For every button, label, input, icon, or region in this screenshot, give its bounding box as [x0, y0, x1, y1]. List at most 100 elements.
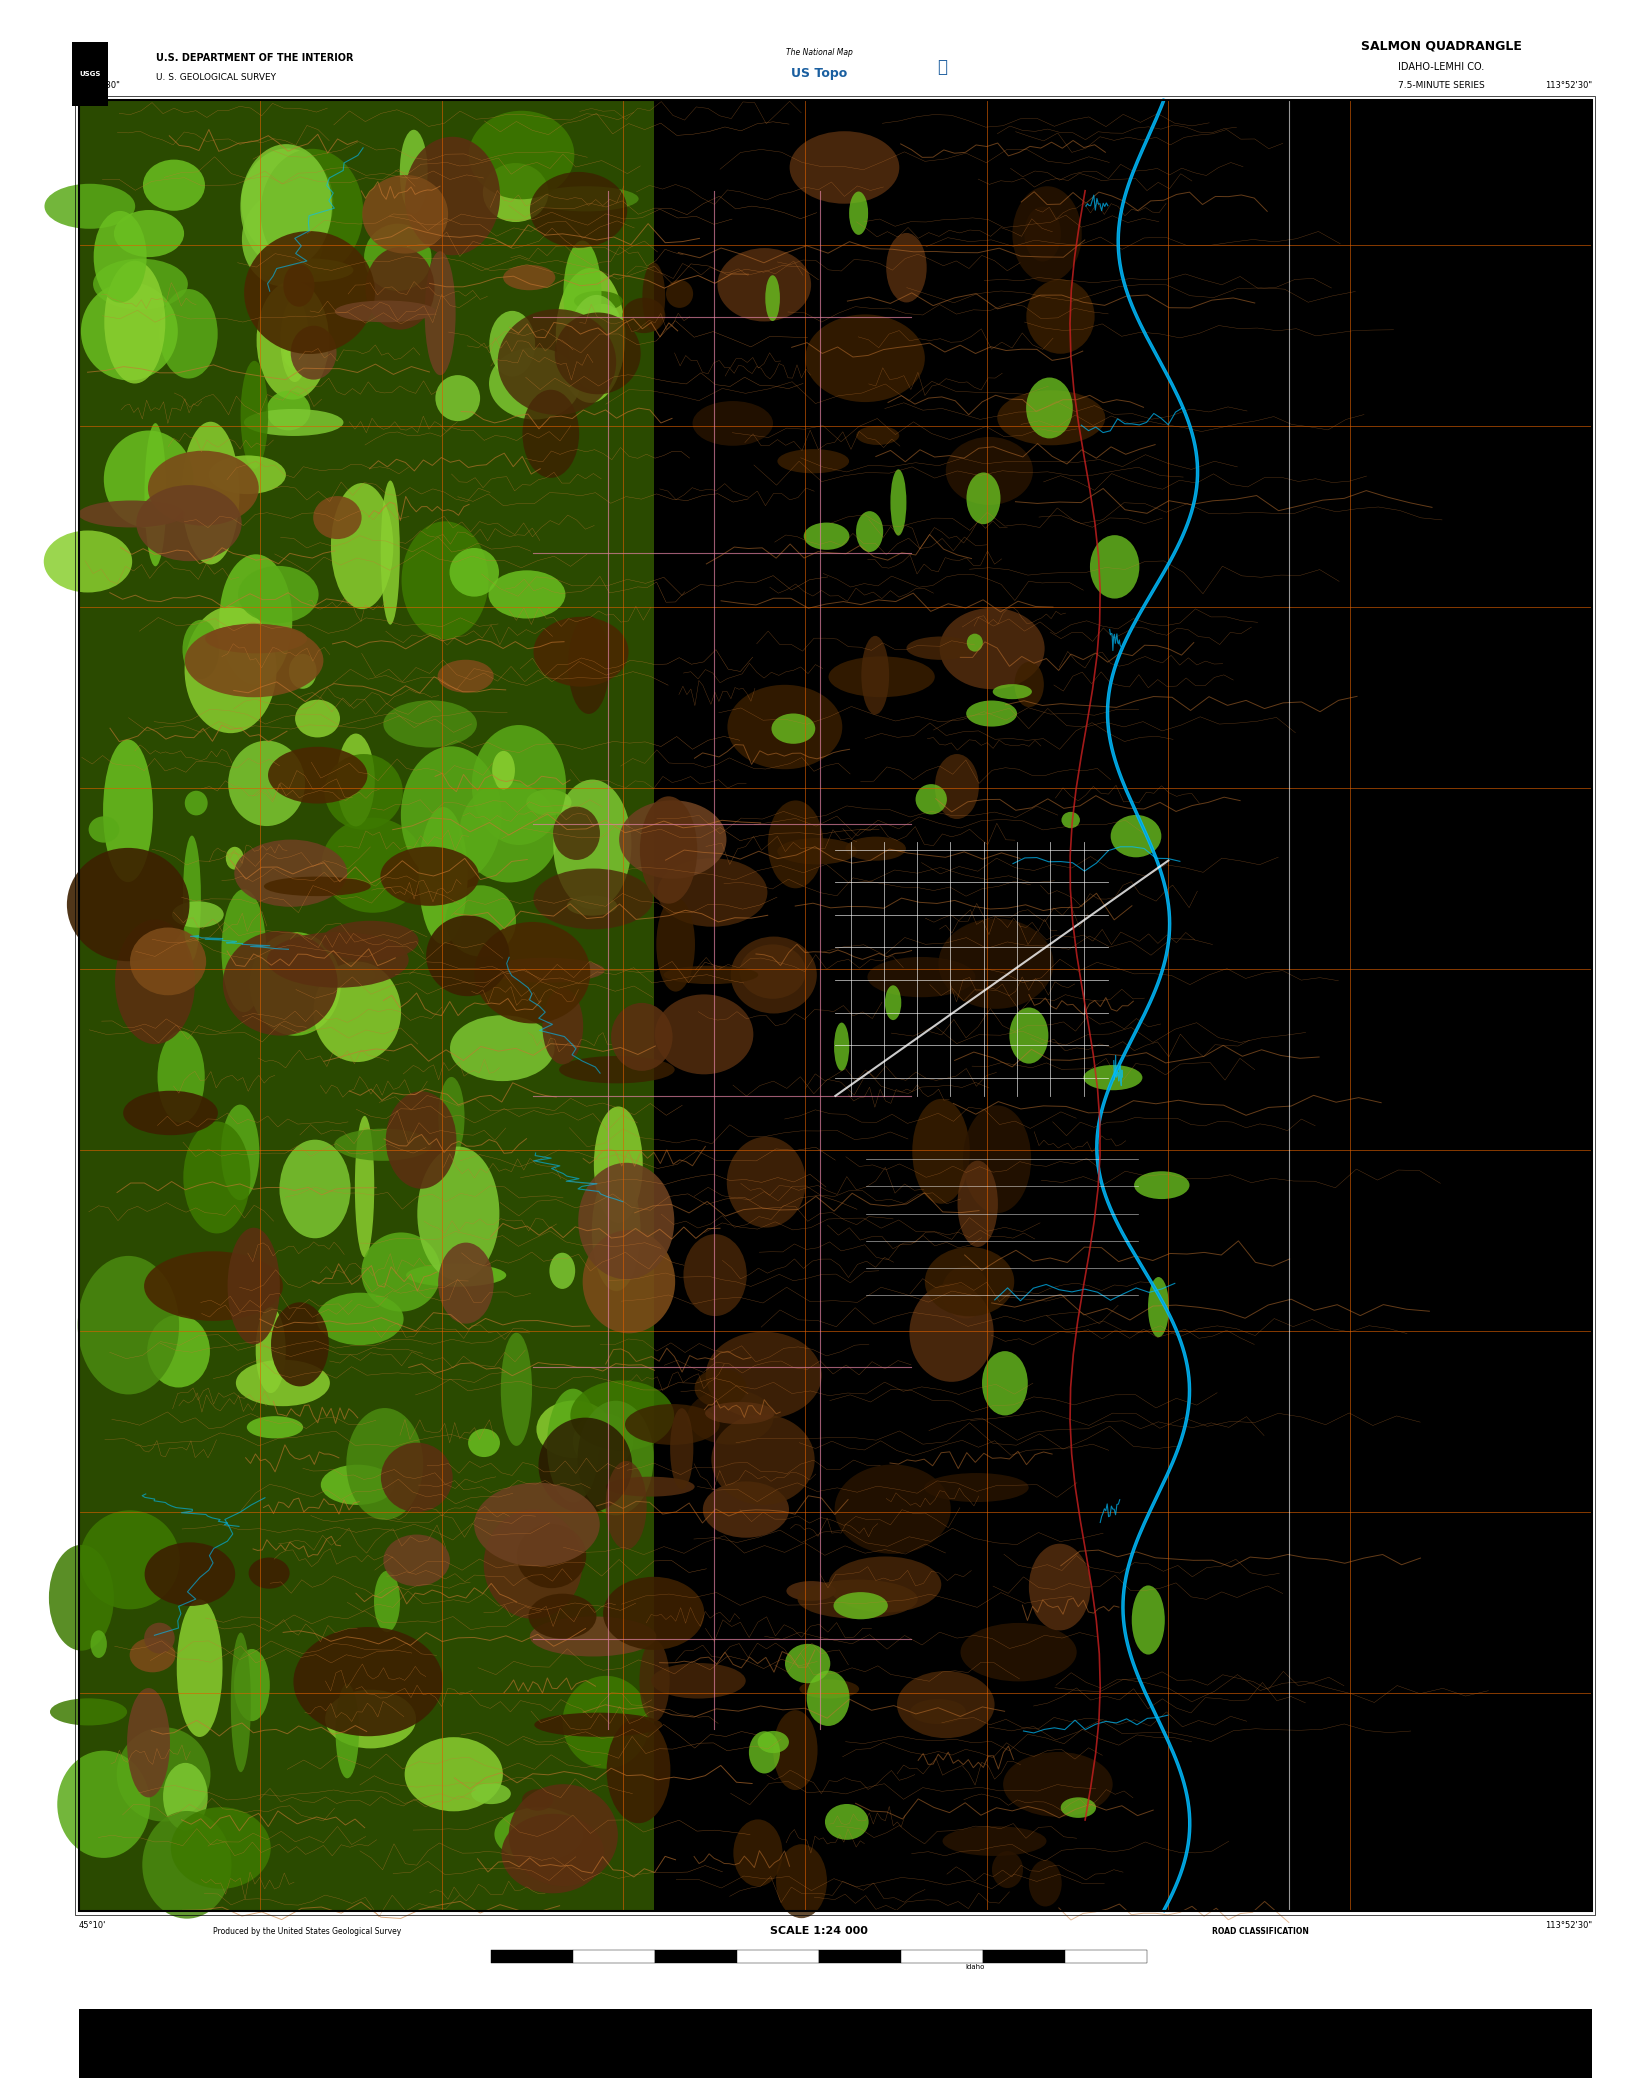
Ellipse shape — [337, 733, 375, 827]
Ellipse shape — [183, 835, 201, 960]
Ellipse shape — [221, 889, 267, 1013]
Ellipse shape — [826, 1804, 868, 1840]
Ellipse shape — [324, 1689, 416, 1748]
Text: IDAHO-LEMHI CO.: IDAHO-LEMHI CO. — [1399, 63, 1484, 71]
Text: 113°52'30": 113°52'30" — [1545, 1921, 1592, 1929]
Ellipse shape — [185, 791, 208, 816]
Ellipse shape — [401, 745, 501, 883]
Ellipse shape — [885, 986, 901, 1021]
Ellipse shape — [426, 915, 509, 996]
Ellipse shape — [536, 1401, 611, 1457]
Ellipse shape — [79, 501, 185, 528]
Ellipse shape — [51, 1698, 128, 1725]
Ellipse shape — [247, 1416, 303, 1439]
Ellipse shape — [848, 192, 868, 234]
Ellipse shape — [270, 1303, 329, 1386]
Ellipse shape — [993, 685, 1032, 699]
Bar — [655, 1950, 737, 1963]
Ellipse shape — [606, 1462, 647, 1549]
Text: 🛡: 🛡 — [937, 58, 947, 75]
Ellipse shape — [236, 1359, 329, 1405]
Ellipse shape — [280, 299, 310, 382]
Ellipse shape — [940, 608, 1045, 689]
Ellipse shape — [765, 276, 780, 322]
Ellipse shape — [693, 401, 773, 445]
Ellipse shape — [244, 232, 375, 355]
Bar — [819, 1950, 901, 1963]
Ellipse shape — [290, 326, 336, 380]
Ellipse shape — [143, 1810, 231, 1919]
Ellipse shape — [845, 837, 906, 860]
Ellipse shape — [362, 1232, 441, 1311]
Text: US Topo: US Topo — [791, 67, 847, 79]
Ellipse shape — [449, 547, 500, 597]
Ellipse shape — [115, 211, 183, 257]
Ellipse shape — [568, 294, 624, 393]
Ellipse shape — [242, 192, 323, 286]
Ellipse shape — [260, 148, 364, 276]
Ellipse shape — [164, 1762, 208, 1831]
Ellipse shape — [238, 566, 319, 622]
Ellipse shape — [44, 530, 133, 593]
Ellipse shape — [405, 1737, 503, 1810]
Ellipse shape — [667, 280, 693, 307]
Ellipse shape — [49, 1545, 115, 1652]
Ellipse shape — [321, 818, 424, 912]
Ellipse shape — [365, 246, 434, 330]
Text: ROAD CLASSIFICATION: ROAD CLASSIFICATION — [1212, 1927, 1309, 1936]
Ellipse shape — [103, 739, 152, 881]
Ellipse shape — [529, 1616, 657, 1656]
Ellipse shape — [1111, 814, 1161, 858]
Ellipse shape — [563, 240, 601, 347]
Ellipse shape — [993, 1852, 1024, 1888]
Ellipse shape — [490, 311, 536, 376]
Ellipse shape — [67, 848, 190, 960]
Ellipse shape — [490, 347, 580, 420]
Ellipse shape — [116, 1727, 211, 1821]
Ellipse shape — [331, 482, 393, 610]
Ellipse shape — [966, 699, 1017, 727]
Ellipse shape — [129, 1637, 175, 1672]
Ellipse shape — [704, 1401, 775, 1424]
Ellipse shape — [857, 512, 883, 551]
Ellipse shape — [244, 409, 344, 436]
Ellipse shape — [439, 1077, 465, 1157]
Ellipse shape — [234, 1650, 270, 1721]
Ellipse shape — [642, 263, 665, 332]
Ellipse shape — [373, 1570, 400, 1633]
Ellipse shape — [172, 902, 224, 927]
Ellipse shape — [473, 1482, 600, 1566]
Ellipse shape — [446, 885, 516, 956]
Ellipse shape — [228, 741, 305, 827]
Ellipse shape — [128, 1687, 170, 1798]
Ellipse shape — [891, 470, 906, 537]
Ellipse shape — [695, 1368, 747, 1407]
Ellipse shape — [909, 1284, 994, 1382]
Ellipse shape — [80, 282, 179, 380]
Ellipse shape — [595, 1107, 642, 1224]
Ellipse shape — [963, 1105, 1032, 1213]
Text: 45°10': 45°10' — [79, 1921, 106, 1929]
Ellipse shape — [362, 175, 449, 253]
Ellipse shape — [321, 921, 419, 960]
Ellipse shape — [259, 259, 354, 282]
Ellipse shape — [1089, 535, 1140, 599]
Ellipse shape — [532, 186, 639, 211]
Ellipse shape — [727, 1136, 806, 1228]
Ellipse shape — [516, 1524, 586, 1589]
Ellipse shape — [526, 789, 572, 816]
Ellipse shape — [703, 1480, 790, 1537]
Ellipse shape — [234, 839, 347, 906]
Ellipse shape — [346, 1407, 423, 1520]
Ellipse shape — [486, 958, 604, 983]
Ellipse shape — [241, 148, 334, 259]
Ellipse shape — [468, 111, 575, 198]
Ellipse shape — [939, 919, 1053, 1009]
Ellipse shape — [734, 1819, 783, 1888]
Ellipse shape — [834, 1023, 848, 1071]
Ellipse shape — [170, 1808, 270, 1890]
Ellipse shape — [1014, 662, 1043, 708]
Text: 113°52'30": 113°52'30" — [1545, 81, 1592, 90]
Ellipse shape — [437, 660, 493, 693]
Ellipse shape — [555, 267, 626, 403]
